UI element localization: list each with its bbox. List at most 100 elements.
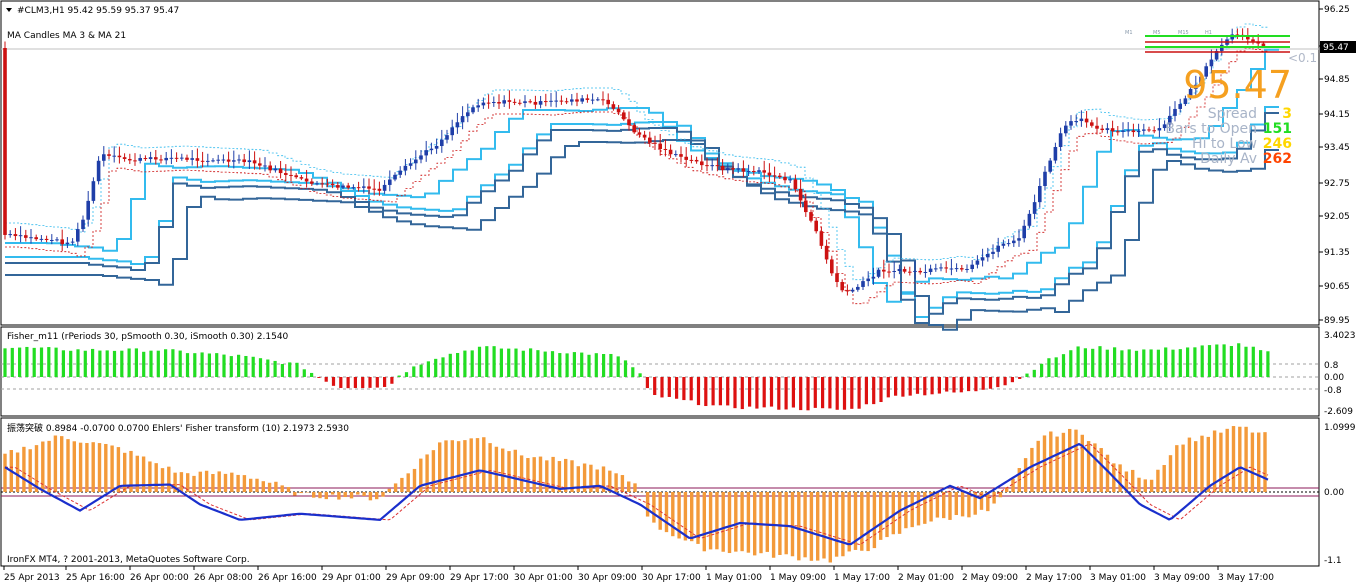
candle-body — [757, 170, 761, 172]
ehlers-bar — [803, 492, 807, 558]
candle-body — [1110, 128, 1115, 132]
price-axis: 96.25 95.47 94.85 94.15 93.45 92.75 92.05 91.35… — [1319, 5, 1350, 326]
candle-body — [1142, 129, 1146, 131]
ehlers-bar — [47, 440, 51, 492]
candle-body — [1204, 66, 1208, 77]
candle-body — [60, 239, 64, 245]
candle-body — [1126, 130, 1130, 132]
candle-body — [788, 179, 792, 181]
fisher-bar — [1010, 377, 1014, 383]
candle-body — [112, 155, 116, 157]
candle-body — [232, 160, 236, 162]
ehlers-bar — [1005, 487, 1009, 492]
fisher-bar — [353, 377, 357, 388]
candle-body — [408, 163, 413, 166]
dropdown-triangle-icon[interactable] — [6, 8, 12, 12]
fisher-bar — [134, 348, 138, 377]
fisher-pane[interactable]: Fisher_m11 (rPeriods 30, pSmooth 0.30, i… — [1, 332, 1319, 411]
ma-slow-line — [5, 112, 1279, 324]
fisher-bar — [499, 348, 503, 377]
ehlers-bar — [1149, 479, 1154, 492]
candle-body — [24, 235, 28, 238]
time-label: 26 Apr 00:00 — [130, 573, 189, 583]
candle-body — [268, 165, 272, 171]
candle-body — [694, 159, 699, 162]
fisher-bar — [740, 377, 744, 410]
candle-body — [1188, 89, 1193, 99]
candle-body — [351, 187, 356, 189]
candle-body — [819, 231, 824, 246]
candle-body — [164, 157, 168, 161]
candle-body — [185, 157, 189, 160]
fisher-bar — [1069, 350, 1073, 377]
time-label: 3 May 17:00 — [1218, 573, 1274, 583]
candle-body — [637, 132, 642, 135]
fisher-bar — [930, 377, 934, 395]
candle-body — [117, 155, 122, 158]
ehlers-bar — [116, 447, 121, 492]
candle-body — [1038, 186, 1042, 203]
candle-body — [372, 188, 376, 190]
fisher-bar — [302, 369, 306, 377]
ehlers-bar — [671, 492, 675, 537]
time-label: 30 Apr 01:00 — [514, 573, 573, 583]
ehlers-bar — [129, 450, 133, 492]
ehlers-bar — [784, 492, 788, 555]
fisher-bar — [967, 377, 971, 392]
fisher-bar — [1207, 345, 1212, 377]
ehlers-bar — [66, 439, 70, 492]
ehlers-bar — [551, 456, 555, 492]
ehlers-bar — [979, 492, 984, 510]
ehlers-bar — [1011, 478, 1015, 492]
ehlers-bar — [1257, 432, 1261, 492]
fisher-bar — [295, 362, 299, 377]
ehlers-bar — [110, 445, 114, 492]
fisher-bar — [470, 350, 474, 377]
ehlers-bar — [1194, 441, 1198, 492]
ehlers-bar — [41, 441, 45, 492]
fisher-bar — [952, 377, 956, 393]
ehlers-pane[interactable]: 振荡突破 0.8984 -0.0700 0.0700 Ehlers' Fishe… — [1, 422, 1319, 565]
candle-body — [809, 212, 813, 221]
ehlers-bar — [797, 492, 801, 561]
fisher-bar — [3, 348, 7, 377]
fisher-bar — [171, 349, 175, 377]
candle-body — [793, 179, 798, 190]
ehlers-bar — [860, 492, 864, 551]
candle-body — [55, 239, 59, 241]
ehlers-bar — [507, 451, 511, 492]
candle-body — [824, 245, 829, 260]
candle-body — [39, 238, 44, 240]
ehlers-bar — [438, 442, 442, 492]
fisher-bar — [1259, 350, 1263, 377]
fisher-bar — [434, 358, 438, 377]
fisher-bar — [718, 377, 722, 406]
fisher-bar — [25, 346, 29, 377]
candle-body — [242, 159, 246, 163]
price-pane[interactable] — [1, 23, 1319, 331]
candle-body — [715, 165, 720, 167]
candle-body — [393, 174, 397, 180]
candle-body — [424, 150, 428, 156]
fisher-bar — [317, 377, 321, 378]
ehlers-bar — [690, 492, 694, 542]
candle-body — [554, 100, 558, 102]
fisher-bar — [207, 353, 211, 377]
ehlers-bar — [356, 492, 360, 495]
candle-body — [367, 186, 371, 189]
candle-body — [252, 160, 257, 164]
ehlers-bar — [1156, 469, 1160, 492]
fisher-bar — [251, 356, 255, 377]
fisher-bar — [1215, 344, 1219, 377]
fisher-bar — [996, 377, 1000, 388]
fisher-bar — [237, 354, 241, 377]
ehlers-bar — [897, 492, 902, 534]
ehlers-bar — [683, 492, 688, 541]
ehlers-bar — [22, 446, 26, 492]
candle-body — [850, 289, 855, 292]
ehlers-bar — [3, 453, 7, 492]
fisher-bar — [193, 353, 197, 377]
ehlers-bar — [1250, 432, 1255, 492]
fisher-bar — [346, 377, 350, 389]
